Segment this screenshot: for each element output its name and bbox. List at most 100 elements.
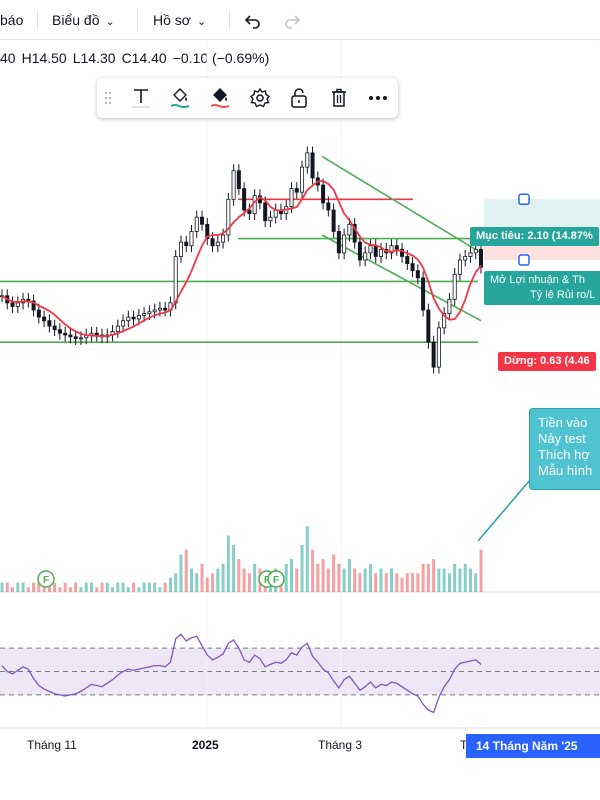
candle (36, 309, 41, 318)
moving-average-line (1, 180, 482, 338)
volume-bar (16, 582, 20, 592)
position-handle (518, 254, 530, 266)
candle (457, 259, 462, 275)
volume-bar (142, 582, 146, 592)
candle (78, 337, 83, 340)
candle (142, 313, 147, 316)
lock-button[interactable] (286, 86, 312, 110)
volume-bar (226, 535, 230, 592)
candle (310, 152, 315, 179)
volume-bar (121, 582, 125, 592)
note-line: Thích hợ (538, 447, 590, 462)
candle (163, 307, 168, 311)
note-pointer (477, 479, 531, 542)
volume-bar (353, 568, 357, 592)
volume-bar (216, 568, 220, 592)
chevron-down-icon: ⌄ (105, 16, 115, 28)
volume-bar (384, 573, 388, 592)
fill-color-button[interactable] (207, 86, 233, 110)
callout-note[interactable]: Tiền vào Nảy test Thích hợ Mẫu hình (529, 408, 600, 490)
volume-bar (374, 573, 378, 592)
delete-button[interactable] (326, 86, 352, 110)
volume-bar (74, 582, 78, 592)
candle (415, 270, 420, 279)
ohlc-legend: 40 H14.50 L14.30 C14.40 −0.10 (−0.69%) (0, 50, 275, 66)
volume-bar (11, 587, 15, 592)
volume-bar (153, 582, 157, 592)
candle (442, 313, 447, 329)
more-options-button[interactable] (365, 86, 391, 110)
candle (357, 241, 362, 261)
volume-bar (316, 563, 320, 592)
volume-bar (163, 582, 167, 592)
candle (42, 316, 47, 322)
ohlc-close: C14.40 (121, 50, 167, 66)
target-label: Mục tiêu: 2.10 (14.87% (470, 227, 599, 246)
volume-bar (237, 559, 241, 592)
text-tool-button[interactable] (128, 86, 154, 110)
volume-bar (368, 563, 372, 592)
volume-bar (337, 563, 341, 592)
trash-icon (332, 88, 346, 107)
crosshair-date-label: 14 Tháng Năm '25 (466, 734, 600, 758)
profile-menu-button[interactable]: Hồ sơ ⌄ (153, 0, 206, 40)
candle (221, 234, 226, 243)
event-marker (267, 570, 285, 588)
candle (73, 336, 78, 339)
volume-bar (205, 577, 209, 592)
volume-bar (79, 587, 83, 592)
volume-bar (116, 582, 120, 592)
note-line: Tiền vào (538, 415, 588, 430)
candle (400, 248, 405, 257)
candle (215, 241, 220, 247)
volume-bar (321, 559, 325, 592)
volume-bar (232, 545, 236, 592)
line-color-button[interactable] (167, 86, 193, 110)
volume-bar (468, 568, 472, 592)
volume-bar (363, 568, 367, 592)
candle (263, 202, 268, 222)
candle (210, 238, 215, 247)
chart-menu-button[interactable]: Biểu đồ ⌄ (52, 0, 115, 40)
candle (121, 320, 126, 327)
volume-bar (479, 549, 483, 592)
volume-bar (147, 582, 151, 592)
candle (373, 245, 378, 257)
ohlc-low: L14.30 (72, 50, 116, 66)
candle (473, 248, 478, 254)
candle (289, 188, 294, 207)
candle (300, 166, 305, 193)
candle (189, 231, 194, 247)
volume-bar (63, 582, 67, 592)
volume-bar (58, 587, 62, 592)
chart-menu-label: Biểu đồ (52, 12, 100, 28)
candle (57, 329, 62, 334)
alert-menu-item[interactable]: báo (0, 12, 24, 28)
candle (305, 152, 310, 168)
volume-bar (100, 582, 104, 592)
volume-bar (189, 568, 193, 592)
toolbar-divider (37, 10, 38, 30)
candle (115, 325, 120, 332)
volume-bar (5, 582, 9, 592)
settings-button[interactable] (247, 86, 273, 110)
ohlc-high: H14.50 (21, 50, 67, 66)
volume-bar (184, 549, 188, 592)
undo-button[interactable] (244, 0, 262, 40)
volume-bar (416, 573, 420, 592)
drag-handle[interactable] (97, 86, 119, 110)
volume-bar (89, 582, 93, 592)
volume-bar (95, 587, 99, 592)
candle (242, 188, 247, 211)
candle (321, 184, 326, 204)
volume-bar (200, 563, 204, 592)
volume-bar (411, 573, 415, 592)
top-toolbar: báo Biểu đồ ⌄ Hồ sơ ⌄ (0, 0, 600, 40)
event-marker-label: F (43, 575, 49, 586)
redo-button[interactable] (283, 0, 301, 40)
volume-bar (295, 568, 299, 592)
event-marker-label: F (264, 575, 270, 586)
candle (236, 170, 241, 189)
volume-bar (158, 587, 162, 592)
